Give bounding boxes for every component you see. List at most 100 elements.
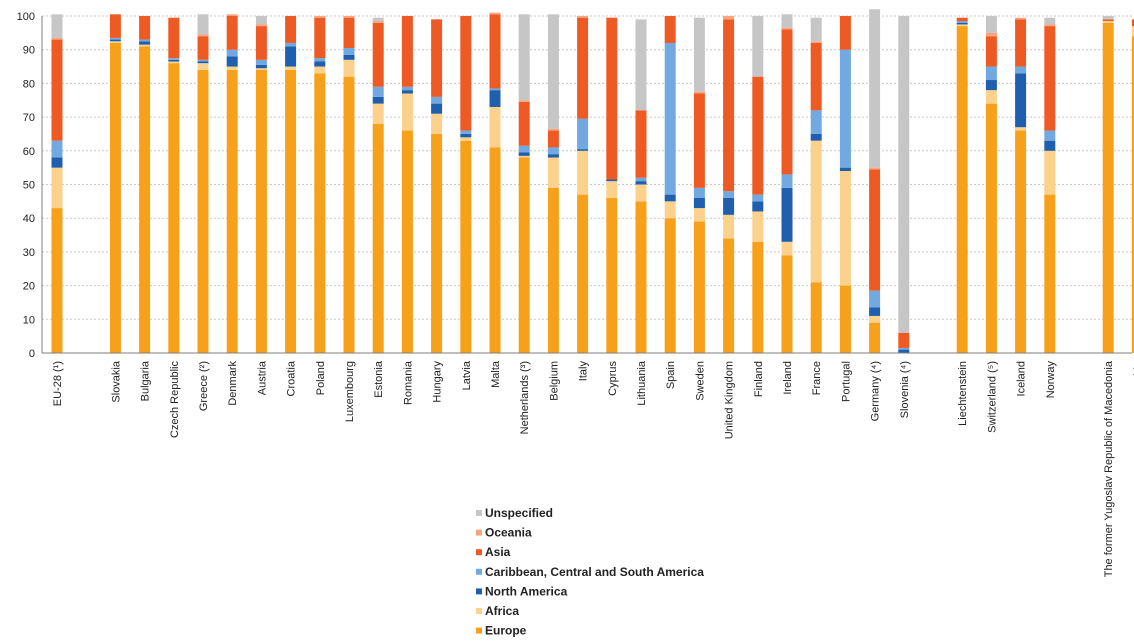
y-tick-label: 40 [23, 213, 35, 225]
bar-segment-europe [1015, 131, 1026, 353]
x-tick-label: Hungary [432, 361, 444, 403]
bar-segment-asia [110, 14, 121, 38]
bar-segment-unspecified [52, 14, 63, 38]
bar-segment-asia [460, 16, 471, 131]
x-tick-label: Iceland [1016, 361, 1028, 396]
bar-stack [752, 16, 763, 353]
legend-item: Africa [476, 604, 519, 618]
bar-segment-north-america [1044, 141, 1055, 151]
x-tick-label: Estonia [373, 360, 385, 398]
bar-segment-asia [256, 26, 267, 60]
bar-segment-unspecified [782, 14, 793, 27]
x-tick-label: Luxembourg [344, 361, 356, 422]
bar-stack [898, 16, 909, 353]
bar-segment-africa [402, 94, 413, 131]
bar-segment-asia [373, 23, 384, 87]
bar-segment-caribbean-central-and-south-america [373, 87, 384, 97]
bar-segment-oceania [227, 14, 238, 16]
y-tick-label: 10 [23, 314, 35, 326]
bar-segment-unspecified [519, 14, 530, 100]
bar-segment-oceania [811, 41, 822, 43]
bar-segment-caribbean-central-and-south-america [431, 97, 442, 104]
x-tick-label: Germany (⁴) [870, 361, 882, 421]
bar-segment-caribbean-central-and-south-america [665, 43, 676, 195]
legend-item: Asia [476, 545, 511, 559]
legend-item: Caribbean, Central and South America [476, 565, 704, 579]
bar-segment-europe [314, 73, 325, 353]
x-tick-label: Greece (²) [198, 361, 210, 411]
bar-segment-europe [636, 201, 647, 353]
bar-segment-asia [402, 16, 413, 87]
bar-segment-africa [548, 158, 559, 188]
bar-segment-asia [752, 77, 763, 195]
bar-segment-unspecified [1044, 18, 1055, 25]
bar-segment-asia [723, 19, 734, 191]
bar-segment-europe [519, 158, 530, 353]
bar-segment-north-america [752, 201, 763, 211]
x-tick-label: Austria [256, 360, 268, 395]
bar-segment-europe [752, 242, 763, 353]
bar-stack [460, 16, 471, 353]
bar-stack [490, 13, 501, 353]
bar-segment-unspecified [198, 14, 209, 34]
x-tick-label: United Kingdom [724, 361, 736, 439]
bar-segment-caribbean-central-and-south-america [752, 195, 763, 202]
bar-stack [723, 16, 734, 353]
bar-segment-north-america [52, 158, 63, 168]
bar-segment-oceania [256, 24, 267, 26]
x-tick-label: Netherlands (³) [519, 361, 531, 434]
bar-stack [606, 18, 617, 353]
bar-segment-unspecified [636, 19, 647, 110]
bar-segment-africa [52, 168, 63, 208]
bar-stack [957, 18, 968, 353]
bar-segment-europe [694, 222, 705, 353]
bar-segment-europe [52, 208, 63, 353]
bar-segment-africa [986, 90, 997, 103]
bar-segment-unspecified [752, 16, 763, 77]
bar-stack [694, 18, 705, 353]
bar-segment-caribbean-central-and-south-america [548, 147, 559, 154]
bar-segment-europe [110, 43, 121, 353]
bar-segment-asia [811, 43, 822, 110]
x-tick-label: Sweden [694, 361, 706, 401]
y-tick-label: 20 [23, 281, 35, 293]
bar-segment-oceania [52, 38, 63, 40]
bar-segment-north-america [986, 80, 997, 90]
bar-segment-asia [227, 16, 238, 50]
bar-segment-africa [636, 185, 647, 202]
bar-segment-north-america [139, 41, 150, 44]
bar-segment-north-america [110, 40, 121, 42]
bar-stack [344, 16, 355, 353]
bar-stack [314, 16, 325, 353]
bar-segment-unspecified [898, 16, 909, 333]
bar-segment-africa [665, 201, 676, 218]
bar-stack [811, 18, 822, 353]
bar-segment-europe [256, 70, 267, 353]
bar-segment-europe [782, 255, 793, 353]
bar-segment-oceania [1044, 24, 1055, 26]
bar-segment-africa [139, 45, 150, 47]
bar-segment-asia [840, 16, 851, 50]
legend-label: Unspecified [485, 506, 553, 520]
bar-segment-north-america [665, 195, 676, 202]
bar-segment-africa [198, 63, 209, 70]
bar-segment-unspecified [1103, 16, 1114, 19]
bar-segment-asia [198, 36, 209, 60]
bar-segment-caribbean-central-and-south-america [723, 191, 734, 198]
bar-segment-africa [1044, 151, 1055, 195]
bar-segment-caribbean-central-and-south-america [285, 43, 296, 46]
legend-item: Unspecified [476, 506, 553, 520]
bar-segment-unspecified [373, 18, 384, 21]
bar-segment-unspecified [869, 9, 880, 167]
bar-segment-north-america [898, 350, 909, 353]
bar-segment-north-america [402, 90, 413, 93]
bar-segment-africa [285, 67, 296, 70]
bar-segment-asia [519, 102, 530, 146]
bar-segment-asia [52, 40, 63, 141]
bar-segment-unspecified [694, 18, 705, 92]
bar-segment-europe [227, 70, 238, 353]
bar-segment-africa [606, 181, 617, 198]
bar-stack [431, 19, 442, 353]
bar-segment-caribbean-central-and-south-america [577, 119, 588, 149]
